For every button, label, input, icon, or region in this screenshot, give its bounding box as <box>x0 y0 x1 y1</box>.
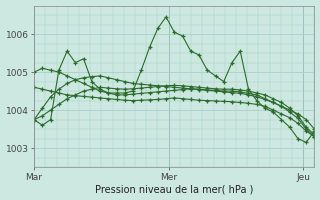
X-axis label: Pression niveau de la mer( hPa ): Pression niveau de la mer( hPa ) <box>95 184 253 194</box>
